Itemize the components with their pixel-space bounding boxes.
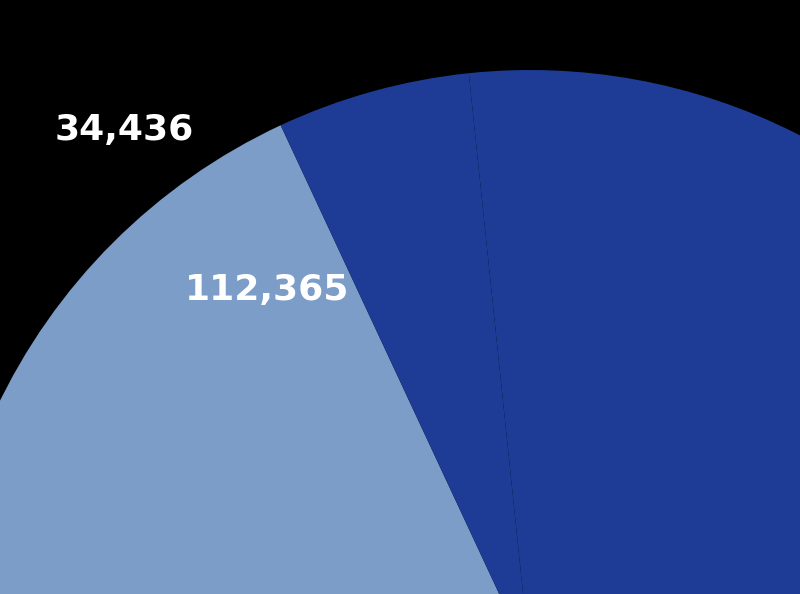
Wedge shape <box>0 70 800 594</box>
Text: 112,365: 112,365 <box>185 273 350 307</box>
Text: 34,436: 34,436 <box>55 113 194 147</box>
Wedge shape <box>0 125 530 594</box>
Wedge shape <box>281 73 530 594</box>
